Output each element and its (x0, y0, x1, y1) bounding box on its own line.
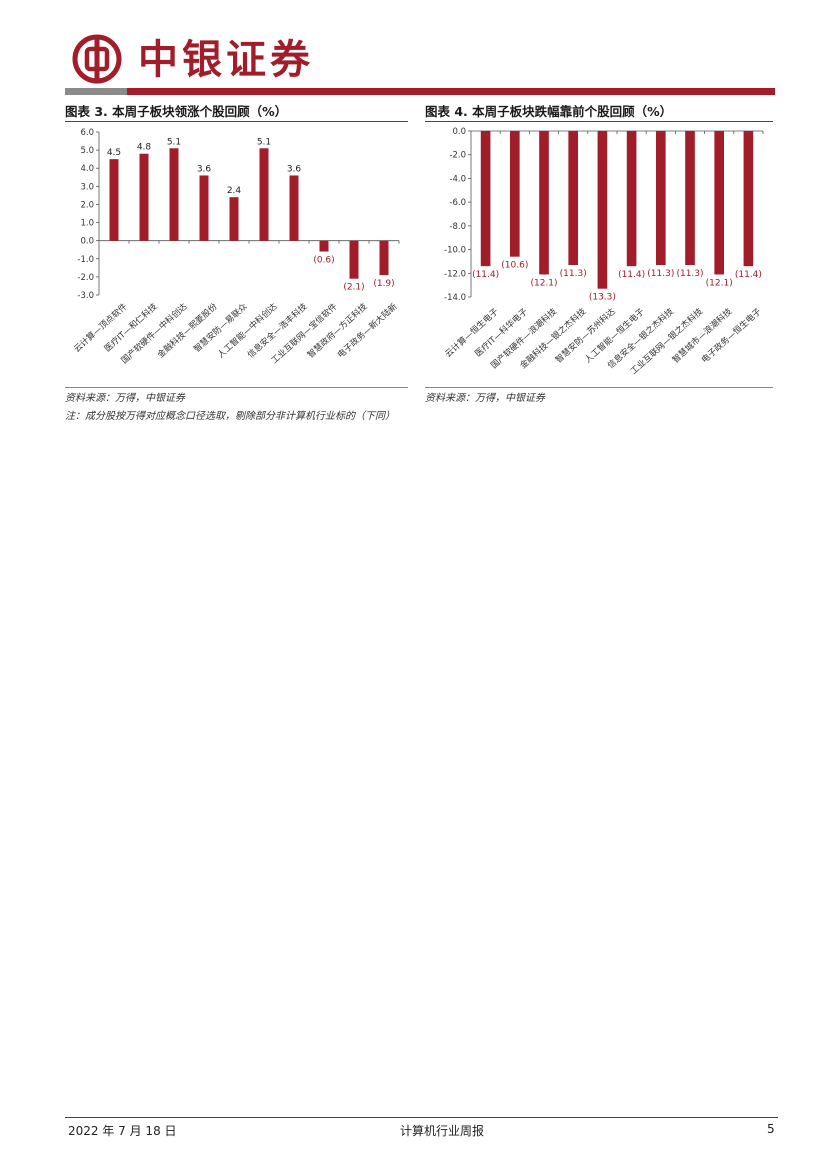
figure-3-note: 注：成分股按万得对应概念口径选取，剔除部分非计算机行业标的（下同） (65, 411, 395, 422)
figure-3-bottom-rule (65, 387, 408, 388)
footer-rule (65, 1117, 778, 1118)
gainers-bar (109, 159, 119, 241)
losers-y-tick-label: -14.0 (444, 293, 466, 303)
gainers-data-label: 4.8 (137, 143, 152, 153)
footer-title: 计算机行业周报 (400, 1124, 485, 1138)
gainers-bar (259, 148, 269, 241)
figure-4-title: 图表 4. 本周子板块跌幅靠前个股回顾（%） (425, 104, 673, 119)
gainers-category-label: 医疗IT—和仁科技 (102, 301, 160, 354)
figure-3-title: 图表 3. 本周子板块领涨个股回顾（%） (65, 104, 288, 119)
losers-y-tick-label: -8.0 (449, 222, 466, 232)
figure-3-source: 资料来源：万得，中银证券 (65, 393, 185, 404)
losers-bar (568, 131, 579, 265)
losers-data-label: (11.4) (618, 270, 645, 280)
losers-y-tick-label: -10.0 (444, 246, 466, 256)
losers-data-label: (12.1) (530, 278, 557, 288)
gainers-category-label: 云计算—顶点软件 (72, 301, 130, 355)
losers-data-label: (11.4) (735, 270, 762, 280)
boc-logo (72, 34, 122, 84)
gainers-data-label: 4.5 (107, 148, 121, 158)
losers-category-label: 云计算—恒生电子 (443, 306, 501, 360)
gainers-bar (199, 175, 209, 241)
gainers-y-tick-label: 4.0 (80, 164, 94, 174)
losers-data-label: (11.3) (647, 269, 674, 279)
chart-top-losers: 0.0 -2.0 -4.0 -6.0 -8.0 -10.0 -12.0 -14.0 (11.4)… (443, 127, 764, 377)
gainers-bar (139, 153, 149, 241)
gainers-y-tick-label: 2.0 (80, 200, 94, 210)
losers-bar (480, 131, 491, 267)
losers-bar (597, 131, 608, 289)
gainers-bar (349, 240, 359, 279)
header-bar-gray (65, 88, 127, 95)
gainers-y-tick-label: -2.0 (77, 273, 94, 283)
gainers-bar (379, 240, 389, 276)
gainers-y-tick-label: 3.0 (80, 182, 94, 192)
losers-bar (626, 131, 637, 267)
gainers-data-label: (2.1) (343, 283, 364, 293)
gainers-category-label: 智慧安防—易联众 (192, 301, 250, 355)
gainers-data-label: 2.4 (227, 186, 242, 196)
losers-y-tick-label: -6.0 (449, 198, 466, 208)
footer-page: 5 (767, 1122, 775, 1136)
figure-4-rule (425, 121, 773, 122)
gainers-data-label: (1.9) (373, 279, 394, 289)
losers-bar (539, 131, 549, 275)
gainers-y-tick-label: -1.0 (77, 255, 94, 265)
gainers-y-tick-label: 0.0 (80, 237, 94, 247)
losers-y-tick-label: -4.0 (449, 174, 466, 184)
figure-4-source: 资料来源：万得，中银证券 (425, 393, 545, 404)
gainers-bar (319, 240, 329, 252)
footer-date: 2022 年 7 月 18 日 (68, 1124, 177, 1138)
gainers-data-label: 5.1 (167, 137, 181, 147)
losers-data-label: (11.4) (472, 270, 499, 280)
losers-bar (655, 131, 666, 265)
header-bar-red (127, 88, 775, 95)
losers-bar (509, 131, 520, 257)
gainers-data-label: 3.6 (197, 164, 212, 174)
losers-data-label: (10.6) (501, 261, 528, 271)
brand-name: 中银证券 (138, 37, 314, 83)
gainers-bar (229, 197, 239, 241)
gainers-data-label: (0.6) (313, 256, 334, 266)
gainers-bar (169, 148, 179, 241)
gainers-y-tick-label: 6.0 (80, 128, 94, 138)
figure-3-rule (65, 121, 408, 122)
losers-data-label: (12.1) (706, 278, 733, 288)
chart-top-gainers: 6.0 5.0 4.0 3.0 2.0 1.0 0.0 -1.0 -2.0 -3.0 4.5 云计算—… (72, 128, 400, 366)
losers-bar (743, 131, 754, 267)
gainers-bar (289, 175, 299, 241)
losers-y-tick-label: -2.0 (449, 151, 466, 161)
gainers-data-label: 5.1 (257, 137, 271, 147)
gainers-y-tick-label: -3.0 (77, 291, 94, 301)
losers-y-tick-label: 0.0 (452, 127, 466, 137)
losers-data-label: (13.3) (589, 293, 616, 303)
losers-data-label: (11.3) (676, 269, 703, 279)
figure-4-bottom-rule (425, 387, 773, 388)
losers-data-label: (11.3) (560, 269, 587, 279)
losers-bar (714, 131, 725, 275)
gainers-y-tick-label: 5.0 (80, 146, 94, 156)
gainers-y-tick-label: 1.0 (80, 219, 94, 229)
losers-category-label: 医疗IT—科华电子 (473, 306, 531, 359)
losers-bar (685, 131, 695, 265)
gainers-data-label: 3.6 (287, 164, 302, 174)
losers-y-tick-label: -12.0 (444, 269, 466, 279)
